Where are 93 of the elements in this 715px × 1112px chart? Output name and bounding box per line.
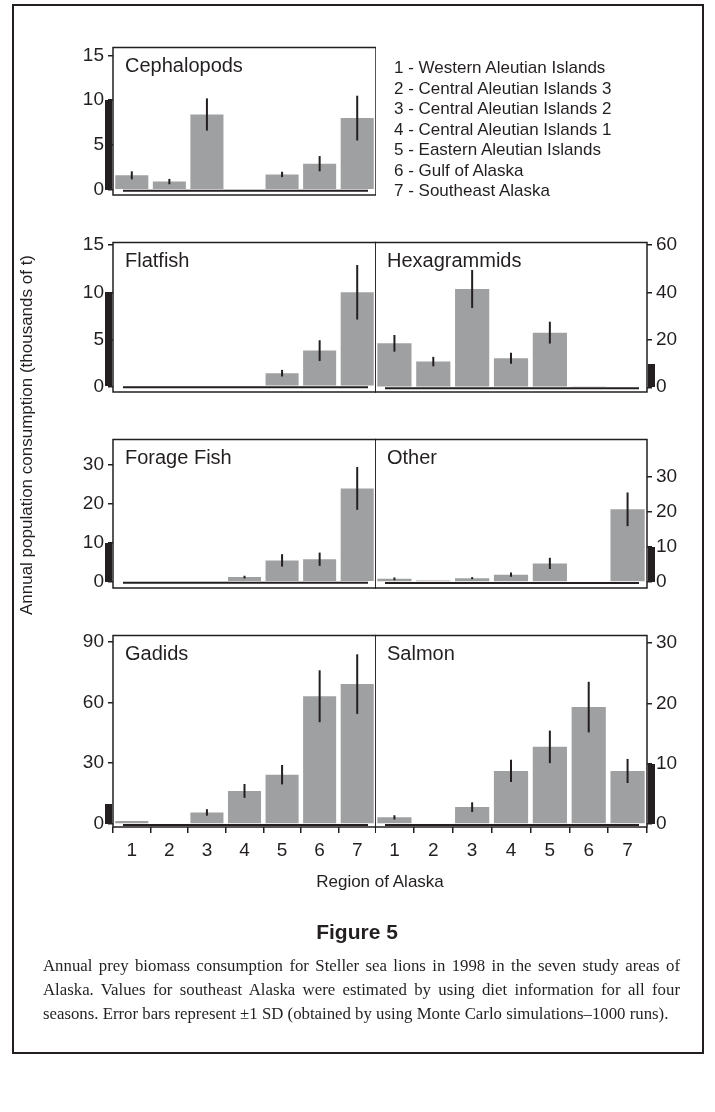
y-tick-label: 20 — [82, 492, 104, 514]
y-tick-label: 0 — [93, 570, 104, 592]
y-tick-label: 15 — [82, 233, 104, 255]
y2-tick-label: 10 — [656, 535, 678, 557]
x-tick-label: 1 — [126, 838, 138, 860]
chart-title: Forage Fish — [125, 445, 232, 468]
y-tick-label: 15 — [82, 43, 104, 65]
bar — [571, 707, 606, 824]
text: 4 - Central Aleutian Islands 1 — [394, 119, 612, 140]
text: 1 - Western Aleutian Islands — [394, 58, 607, 79]
chart-title: Salmon — [387, 641, 455, 664]
y2-tick-label: 20 — [656, 500, 678, 521]
y-tick-label: 60 — [82, 690, 104, 712]
chart-title: Flatfish — [125, 248, 190, 271]
x-tick-label: 7 — [351, 838, 363, 860]
y-tick-label: 0 — [93, 374, 104, 396]
text: Annual prey biomass consumption for Steller sea lions in 1998 in the seven study areas of Alaska. Values for southeast Alaska were estimated by using diet information for all four seasons. Error bars represent ±1 SD (obtained by using Monte Carlo simulations–1000 runs). — [43, 955, 680, 1025]
x-tick-label: 2 — [428, 838, 439, 860]
chart-title: Cephalopods — [125, 53, 243, 76]
bar — [115, 821, 149, 824]
bar — [532, 332, 567, 387]
bar — [303, 559, 337, 582]
bar — [190, 114, 224, 189]
x-tick-label: 3 — [466, 838, 478, 860]
bar — [377, 343, 412, 387]
bar — [303, 163, 337, 189]
x-tick-label: 6 — [583, 838, 594, 860]
y2-tick-label: 0 — [656, 570, 667, 592]
x-tick-label: 3 — [201, 838, 213, 860]
bar — [265, 174, 299, 189]
chart-title: Hexagrammids — [387, 248, 522, 271]
bar — [190, 812, 224, 824]
bar — [227, 790, 262, 824]
bar — [340, 118, 374, 189]
y-tick-label: 5 — [93, 133, 104, 155]
y2-tick-label: 40 — [656, 280, 678, 302]
bar — [455, 807, 490, 824]
y2-tick-label: 30 — [656, 631, 678, 653]
bar — [152, 181, 186, 189]
bar — [493, 358, 529, 387]
text: 7 - Southeast Alaska — [394, 181, 551, 202]
y-tick-label: 30 — [82, 453, 104, 475]
y2-tick-label: 10 — [656, 751, 678, 773]
bar — [265, 373, 299, 386]
bar — [265, 774, 299, 824]
bar — [377, 817, 412, 824]
y-tick-label: 30 — [82, 751, 104, 773]
bar — [610, 509, 645, 582]
bar — [455, 288, 490, 387]
y-tick-label: 0 — [93, 177, 104, 199]
bar — [416, 361, 451, 387]
chart-title: Gadids — [125, 641, 189, 664]
text: 5 - Eastern Aleutian Islands — [394, 140, 602, 161]
x-tick-label: 5 — [276, 838, 288, 860]
x-tick-label: 4 — [239, 838, 251, 860]
x-tick-label: 1 — [389, 838, 400, 860]
x-tick-label: 2 — [164, 838, 175, 860]
text: Region of Alaska — [315, 872, 445, 892]
bar — [303, 350, 337, 386]
y-tick-label: 0 — [93, 812, 104, 834]
text: 2 - Central Aleutian Islands 3 — [394, 78, 612, 99]
y2-tick-label: 60 — [656, 233, 678, 255]
bar — [493, 770, 529, 824]
bar — [532, 746, 567, 824]
chart-title: Other — [387, 445, 438, 468]
text: Figure 5 — [315, 920, 399, 944]
bar — [303, 696, 337, 824]
x-tick-label: 5 — [544, 838, 556, 860]
bar — [115, 175, 149, 189]
x-tick-label: 6 — [314, 838, 325, 860]
bar — [227, 577, 262, 582]
y2-tick-label: 20 — [656, 691, 678, 713]
y2-tick-label: 20 — [656, 327, 678, 349]
y2-tick-label: 30 — [656, 464, 678, 486]
text: 6 - Gulf of Alaska — [394, 160, 525, 181]
y-tick-label: 5 — [93, 327, 104, 349]
y-tick-label: 10 — [82, 531, 104, 553]
x-tick-label: 4 — [505, 838, 517, 860]
text: Annual population consumption (thousands of t) — [17, 253, 37, 618]
x-tick-label: 7 — [622, 838, 633, 860]
y2-tick-label: 0 — [656, 375, 667, 397]
bar — [455, 578, 490, 582]
y-tick-label: 10 — [82, 88, 104, 110]
bar — [610, 770, 645, 824]
bar — [340, 684, 374, 824]
bar — [532, 563, 567, 582]
bar — [265, 560, 299, 582]
text: 3 - Central Aleutian Islands 2 — [394, 99, 612, 120]
y2-tick-label: 0 — [656, 812, 667, 834]
bar — [340, 488, 374, 582]
y-tick-label: 90 — [82, 629, 104, 651]
bar — [340, 292, 374, 386]
y-tick-label: 10 — [82, 280, 104, 302]
